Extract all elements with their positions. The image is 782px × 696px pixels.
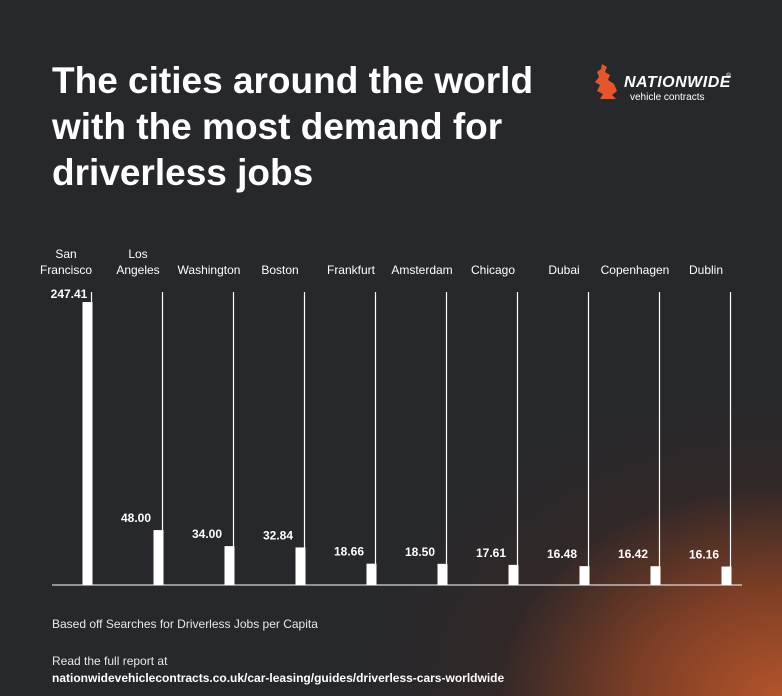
bar-value-label: 247.41 bbox=[51, 287, 88, 301]
bar bbox=[579, 566, 590, 585]
category-label: Dublin bbox=[689, 263, 723, 277]
bar bbox=[650, 566, 661, 585]
category-label: Boston bbox=[261, 263, 298, 277]
report-intro: Read the full report at bbox=[52, 654, 168, 668]
bar bbox=[224, 546, 235, 585]
category-label: Angeles bbox=[116, 263, 159, 277]
logo-registered-mark: ® bbox=[726, 73, 732, 80]
category-label: Amsterdam bbox=[391, 263, 452, 277]
category-label: Francisco bbox=[40, 263, 92, 277]
bar-value-label: 16.16 bbox=[689, 548, 719, 562]
bar-value-label: 16.42 bbox=[618, 547, 648, 561]
bar bbox=[437, 563, 448, 585]
bar-chart: 247.41 San Francisco 48.00 Los Angeles 34.00 Wa… bbox=[40, 247, 742, 586]
bar bbox=[82, 302, 93, 585]
logo-tagline: vehicle contracts bbox=[630, 92, 705, 103]
report-link-block: Read the full report at nationwidevehicl… bbox=[52, 653, 504, 687]
bar bbox=[366, 563, 377, 585]
logo-wordmark: NATIONWIDE bbox=[624, 74, 731, 91]
bar-value-label: 32.84 bbox=[263, 528, 293, 542]
bar-value-label: 48.00 bbox=[121, 511, 151, 525]
chart-title: The cities around the world with the mos… bbox=[52, 60, 534, 193]
bar bbox=[295, 547, 306, 585]
bar-value-label: 18.66 bbox=[334, 545, 364, 559]
category-label: Copenhagen bbox=[601, 263, 670, 277]
category-label: Dubai bbox=[548, 263, 579, 277]
uk-map-logo-icon bbox=[595, 64, 617, 99]
bar-value-label: 34.00 bbox=[192, 527, 222, 541]
bar bbox=[508, 564, 519, 585]
category-label: Frankfurt bbox=[327, 263, 376, 277]
bar-value-label: 18.50 bbox=[405, 545, 435, 559]
bar-value-label: 16.48 bbox=[547, 547, 577, 561]
nationwide-logo: NATIONWIDE ® vehicle contracts bbox=[590, 64, 740, 106]
category-label: Washington bbox=[178, 263, 241, 277]
category-label: Los bbox=[128, 247, 147, 261]
category-label: San bbox=[55, 247, 76, 261]
report-url: nationwidevehiclecontracts.co.uk/car-lea… bbox=[52, 671, 505, 685]
category-label: Chicago bbox=[471, 263, 515, 277]
bar-value-label: 17.61 bbox=[476, 546, 506, 560]
bar bbox=[153, 530, 164, 585]
bar bbox=[721, 566, 732, 585]
chart-footnote: Based off Searches for Driverless Jobs p… bbox=[52, 617, 318, 631]
